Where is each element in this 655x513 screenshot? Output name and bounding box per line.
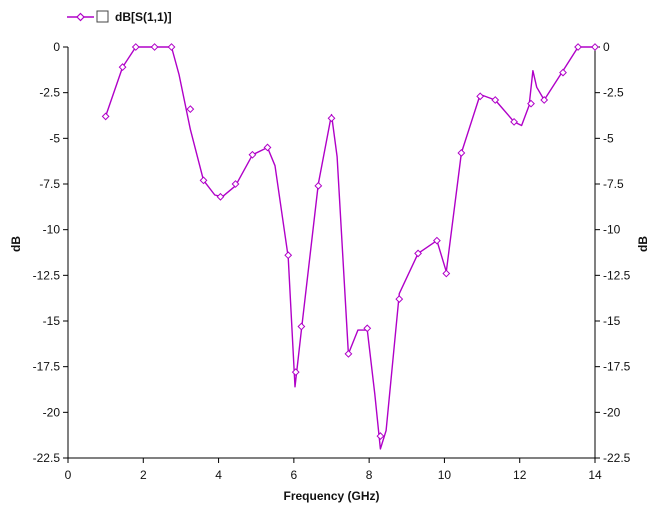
x-tick-label: 12 <box>513 468 527 482</box>
y-tick-label-right: 0 <box>603 40 610 54</box>
series-line-s11 <box>104 46 595 450</box>
data-point-marker <box>150 43 159 51</box>
data-point-marker <box>457 149 466 157</box>
y-tick-label-right: -15 <box>603 314 621 328</box>
data-point-marker <box>395 295 404 303</box>
plot-axes <box>67 47 596 459</box>
axis-ticks: 0 2 4 6 8 10 12 14 0 0 -2.5 -2.5 -5 -5 -7.5 -7.5 -10 -10 -… <box>33 40 631 482</box>
data-point-marker <box>314 181 323 190</box>
legend-diamond-marker-icon <box>76 12 85 22</box>
data-point-marker <box>248 150 257 159</box>
legend-label: dB[S(1,1)] <box>115 10 172 24</box>
data-point-marker <box>297 322 306 331</box>
data-point-marker <box>263 143 272 152</box>
data-point-marker <box>559 68 567 77</box>
data-point-marker <box>284 251 293 260</box>
x-tick-label: 2 <box>140 468 147 482</box>
y-tick-label-right: -12.5 <box>603 268 631 282</box>
series-group <box>101 43 599 450</box>
data-point-marker <box>510 117 518 126</box>
data-point-marker <box>363 324 372 333</box>
y-tick-label-left: -12.5 <box>33 268 61 282</box>
data-point-marker <box>101 112 110 121</box>
x-tick-label: 14 <box>588 468 602 482</box>
y-tick-label-right: -17.5 <box>603 360 631 374</box>
data-point-marker <box>216 192 225 201</box>
data-point-marker <box>231 180 240 188</box>
data-point-marker <box>199 176 208 185</box>
data-point-marker <box>491 96 500 104</box>
x-tick-label: 6 <box>291 468 298 482</box>
data-point-marker <box>327 114 336 123</box>
y-axis-title-right: dB <box>636 236 650 252</box>
data-point-marker <box>442 269 451 278</box>
data-point-marker <box>432 236 441 245</box>
x-tick-label: 10 <box>438 468 452 482</box>
y-tick-label-right: -20 <box>603 405 621 419</box>
y-tick-label-left: -20 <box>43 405 61 419</box>
x-tick-label: 4 <box>215 468 222 482</box>
y-tick-label-left: -22.5 <box>33 451 61 465</box>
data-point-marker <box>344 349 353 358</box>
data-point-marker <box>376 432 385 440</box>
y-tick-label-left: -5 <box>49 131 60 145</box>
data-point-marker <box>131 43 140 51</box>
y-tick-label-left: -2.5 <box>39 86 60 100</box>
data-point-marker <box>414 249 422 258</box>
y-tick-label-left: 0 <box>53 40 60 54</box>
y-tick-label-right: -2.5 <box>603 86 624 100</box>
data-point-marker <box>291 368 300 377</box>
data-point-marker <box>540 96 549 104</box>
data-point-marker <box>476 92 485 101</box>
x-axis-title: Frequency (GHz) <box>283 489 379 503</box>
legend-checkbox-icon <box>96 10 109 23</box>
y-tick-label-right: -22.5 <box>603 451 631 465</box>
data-point-marker <box>186 105 195 114</box>
legend: dB[S(1,1)] <box>67 10 172 24</box>
data-point-marker <box>527 99 535 108</box>
y-tick-label-right: -7.5 <box>603 177 624 191</box>
y-tick-label-left: -7.5 <box>39 177 60 191</box>
y-tick-label-right: -10 <box>603 223 621 237</box>
y-tick-label-left: -15 <box>43 314 61 328</box>
y-tick-label-left: -17.5 <box>33 360 61 374</box>
x-tick-label: 0 <box>65 468 72 482</box>
data-point-marker <box>167 43 176 51</box>
y-tick-label-left: -10 <box>43 223 61 237</box>
y-tick-label-right: -5 <box>603 131 614 145</box>
y-axis-title-left: dB <box>9 236 23 252</box>
data-point-marker <box>591 43 599 51</box>
data-point-marker <box>574 43 582 51</box>
axis-labels: Frequency (GHz) dB dB <box>9 236 650 503</box>
x-tick-label: 8 <box>366 468 373 482</box>
data-point-marker <box>118 63 127 72</box>
